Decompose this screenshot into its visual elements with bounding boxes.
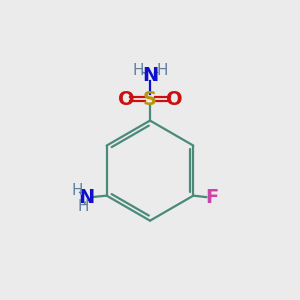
Text: H: H — [133, 63, 144, 78]
Text: H: H — [78, 199, 89, 214]
Text: H: H — [71, 183, 83, 198]
Text: O: O — [166, 90, 182, 109]
Text: S: S — [143, 90, 157, 109]
Text: H: H — [156, 63, 167, 78]
Text: F: F — [205, 188, 218, 207]
Text: N: N — [79, 188, 95, 207]
Text: N: N — [142, 66, 158, 85]
Text: O: O — [118, 90, 134, 109]
